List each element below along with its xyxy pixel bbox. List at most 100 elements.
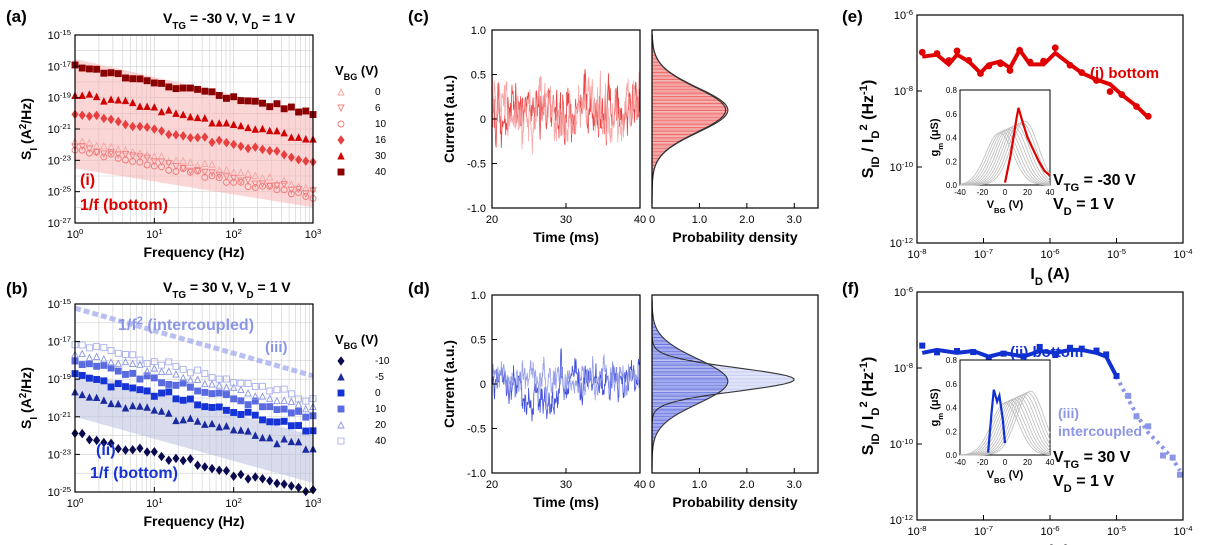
data-point [201, 159, 209, 168]
data-point [953, 47, 961, 55]
data-point [143, 122, 151, 132]
data-point [78, 91, 86, 99]
data-point [919, 342, 926, 349]
data-point [230, 178, 238, 186]
data-point [222, 383, 231, 391]
data-point [172, 85, 180, 93]
data-point [136, 153, 144, 161]
data-point [92, 393, 101, 402]
inset-y-axis-label: gm (μS) [929, 388, 945, 426]
data-point [215, 403, 223, 411]
data-point [143, 387, 151, 395]
data-point [122, 371, 129, 378]
data-point [165, 358, 173, 366]
y-tick-label: 10-12 [890, 236, 913, 251]
annotation-1f: 1/f (bottom) [80, 197, 168, 214]
legend-marker [337, 120, 345, 128]
data-point [186, 132, 194, 143]
data-point [259, 182, 266, 190]
legend-marker [337, 87, 345, 96]
y-tick-label: 10-6 [894, 8, 913, 23]
data-point [201, 168, 209, 177]
data-point [186, 414, 195, 422]
legend-label: 20 [375, 420, 387, 431]
data-point [273, 439, 281, 448]
data-point [172, 162, 180, 171]
hist-x-axis-label: Probability density [672, 229, 797, 245]
data-point [100, 97, 108, 105]
data-point [1125, 392, 1132, 399]
inset-x-tick-label: -40 [954, 188, 966, 197]
series-40 [71, 61, 317, 118]
data-point [129, 157, 137, 165]
data-point [201, 370, 209, 378]
data-point [201, 132, 209, 142]
data-point [258, 433, 267, 442]
legend-label: 0 [375, 87, 381, 98]
data-point [237, 397, 245, 405]
data-point [230, 379, 238, 387]
data-point [121, 357, 130, 366]
data-point [985, 62, 993, 70]
data-point [121, 96, 130, 105]
data-point [201, 173, 209, 181]
data-point [266, 476, 274, 486]
data-point [230, 409, 238, 416]
x-tick-label: 101 [146, 496, 163, 511]
data-point [143, 367, 151, 375]
data-point [128, 147, 137, 156]
data-point [85, 434, 93, 445]
y-tick-label: 10-17 [48, 59, 71, 74]
hist-x-tick-label: 0 [649, 479, 655, 491]
data-point [165, 455, 173, 466]
legend-label: 10 [375, 119, 387, 130]
data-point [122, 74, 129, 82]
data-point [259, 416, 266, 424]
data-point [1133, 413, 1140, 420]
series-10 [71, 146, 317, 202]
data-point [150, 358, 158, 366]
data-point [194, 366, 202, 374]
legend-marker [337, 356, 345, 366]
data-point [977, 70, 984, 77]
data-point [258, 124, 267, 133]
data-point [1118, 91, 1126, 98]
inset-x-tick-label: -40 [954, 458, 966, 467]
data-point [258, 474, 267, 484]
data-point [266, 403, 274, 411]
data-point [100, 69, 108, 77]
fit-band [75, 370, 313, 484]
data-point [265, 173, 274, 181]
legend-marker [337, 389, 345, 397]
data-point [273, 386, 281, 394]
data-point [136, 386, 144, 394]
data-point [287, 186, 296, 195]
hist-x-tick-label: 0 [649, 214, 655, 226]
inset-x-tick-label: 40 [1046, 458, 1055, 467]
data-point [121, 146, 130, 154]
y-tick-label: 10-6 [894, 285, 913, 300]
series-label: (i) bottom [1090, 65, 1159, 82]
data-point [193, 375, 202, 383]
data-point [93, 362, 101, 370]
data-point [194, 85, 202, 93]
panel-b: 100 101 102 10310-2510-2310-2110-1910-1710-… [18, 279, 390, 529]
data-point [280, 385, 288, 393]
time-trace [491, 354, 641, 407]
data-point [302, 192, 310, 200]
series-40 [71, 341, 317, 405]
inset-x-tick-label: 20 [1023, 188, 1032, 197]
data-point [78, 341, 86, 349]
data-point [78, 428, 86, 439]
data-point [100, 361, 108, 369]
data-point [100, 344, 108, 352]
data-point [129, 384, 137, 392]
data-point [136, 356, 144, 364]
data-point [179, 84, 187, 92]
data-point [237, 97, 245, 105]
panel-label-e: (e) [842, 7, 863, 26]
data-point [150, 124, 158, 134]
panel-label-d: (d) [408, 279, 430, 298]
inset-y-tick-label: 0.4 [946, 404, 958, 413]
data-point [1040, 57, 1047, 65]
